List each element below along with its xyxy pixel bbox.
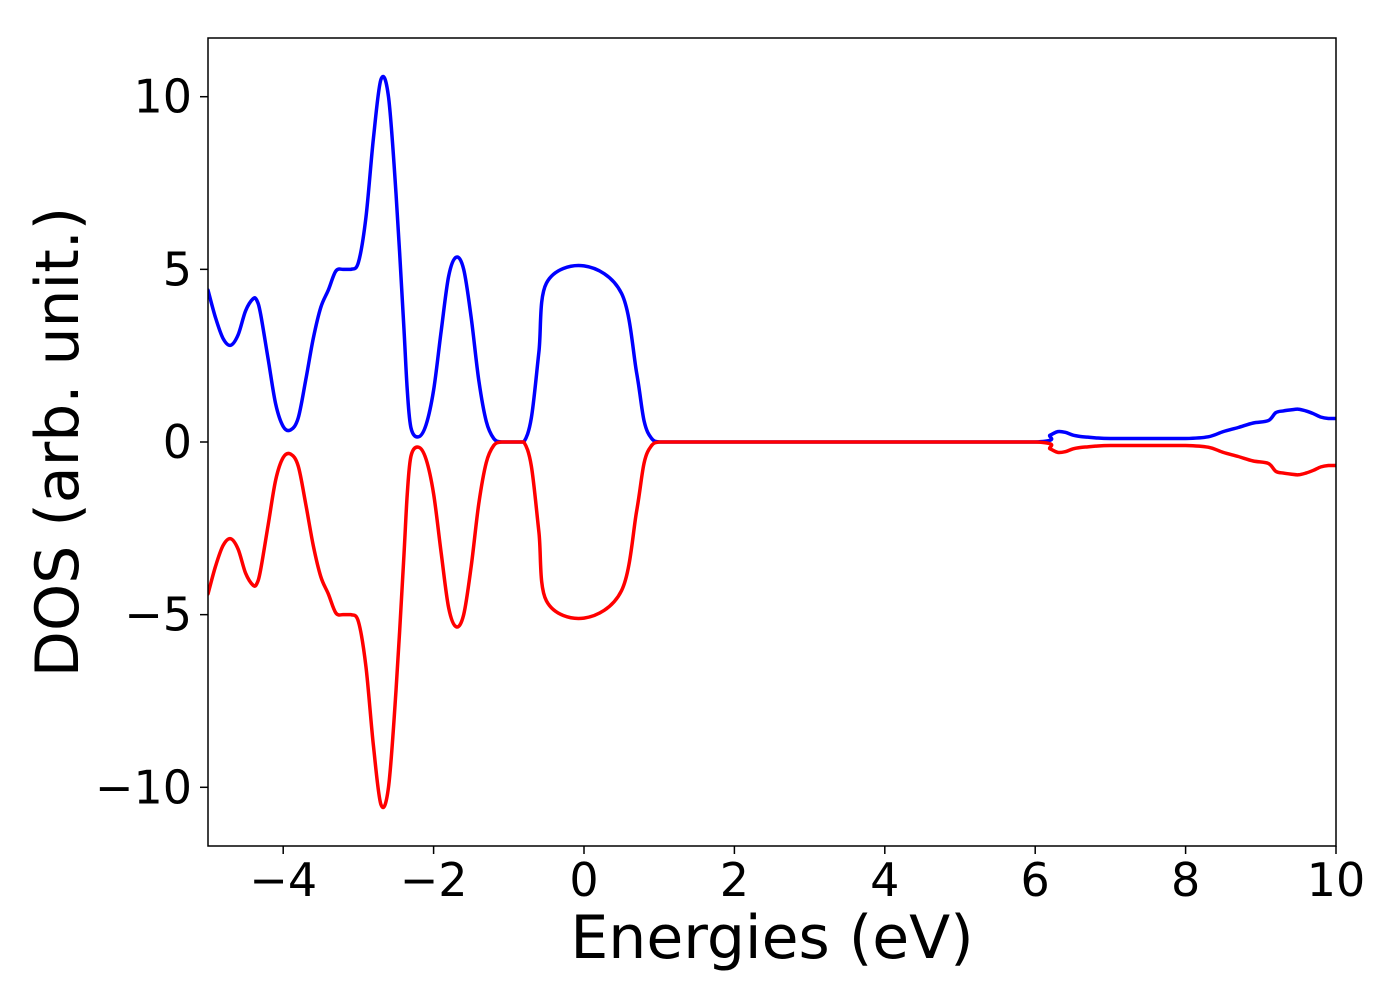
y-axis: 10 5 0 −5 −10 (95, 70, 208, 814)
x-tick-label: −2 (400, 853, 468, 907)
series-layer (208, 74, 1336, 810)
x-axis: −4 −2 0 2 4 6 8 10 (249, 846, 1365, 907)
y-axis-label: DOS (arb. unit.) (23, 207, 93, 677)
series-line-negative (208, 440, 1336, 810)
x-tick-label: 4 (870, 853, 899, 907)
y-tick-label: 10 (133, 70, 192, 124)
y-tick-label: −10 (95, 760, 192, 814)
x-tick-label: 2 (720, 853, 749, 907)
x-tick-label: 6 (1021, 853, 1050, 907)
y-tick-label: 5 (163, 242, 192, 296)
x-tick-label: 8 (1171, 853, 1200, 907)
series-line-positive (208, 74, 1336, 444)
x-tick-label: −4 (249, 853, 317, 907)
y-tick-label: −5 (124, 588, 192, 642)
x-tick-label: 0 (569, 853, 598, 907)
x-axis-label: Energies (eV) (570, 903, 973, 973)
y-tick-label: 0 (163, 415, 192, 469)
x-tick-label: 10 (1307, 853, 1366, 907)
